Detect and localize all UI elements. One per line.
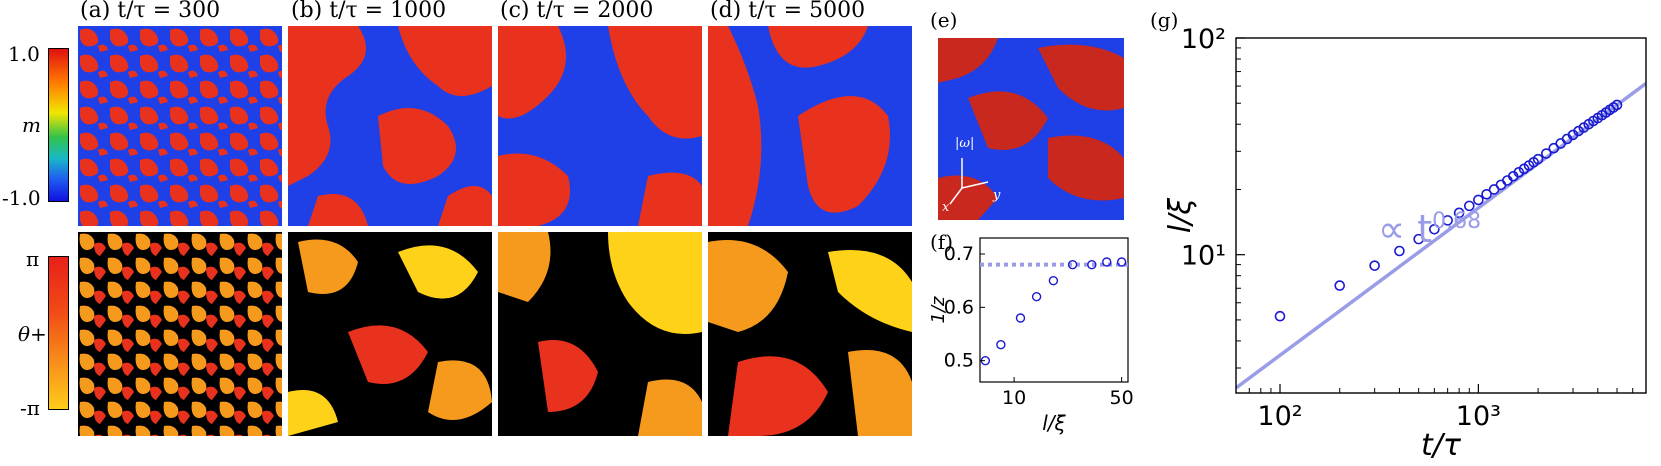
chart-f-point [1031, 291, 1042, 302]
chart-g-point [1611, 99, 1623, 111]
colorbar-theta-label: θ+ [18, 322, 47, 346]
chart-g-point [1495, 179, 1507, 191]
chart-f-ytick-label: 0.7 [944, 243, 974, 265]
chart-g-ytick-label: 10² [1181, 24, 1226, 55]
colorbar-m-max: 1.0 [8, 42, 40, 66]
chart-g-ytick-label: 10¹ [1181, 241, 1226, 272]
chart-f-xtick-label: 50 [1110, 387, 1134, 409]
chart-g-point [1453, 207, 1465, 219]
colorbar-theta-max: π [26, 247, 40, 271]
panel-label-a: (a) t/τ = 300 [80, 0, 221, 23]
domain-map-m-a [78, 26, 282, 226]
chart-g-point [1540, 148, 1552, 159]
domain-map-m-a-pattern [78, 26, 282, 226]
colorbar-theta-min: -π [20, 396, 40, 420]
panel-label-e: (e) [930, 8, 958, 32]
panel-label-c: (c) t/τ = 2000 [500, 0, 654, 23]
chart-g-fit-label: ∝ t0.68 [1378, 207, 1481, 251]
chart-g-point [1429, 223, 1440, 235]
colorbar-m-label: m [22, 113, 41, 137]
chart-g-point [1481, 188, 1492, 200]
chart-f-ytick-label: 0.5 [944, 350, 974, 372]
panel-label-d: (d) t/τ = 5000 [710, 0, 866, 23]
chart-f-xlabel: l/ξ [1042, 411, 1066, 435]
chart-f-frame [979, 237, 1129, 383]
phase-map-b-pattern [288, 239, 492, 436]
chart-f-point [1102, 257, 1112, 267]
colorbar-m-min: -1.0 [2, 186, 41, 210]
chart-g-xtick-label: 10² [1257, 401, 1302, 432]
chart-g: 10² 10³ 10¹ 10² ∝ t0.68 t/τ l/ξ [1163, 24, 1647, 463]
chart-g-ylabel: l/ξ [1163, 198, 1198, 233]
panel-label-b: (b) t/τ = 1000 [291, 0, 447, 23]
chart-g-point [1442, 215, 1453, 226]
chart-g-point [1394, 245, 1405, 257]
chart-f-point [1087, 259, 1097, 270]
phase-map-a [78, 232, 282, 436]
panel-e-surface [938, 38, 1124, 220]
domain-map-m-d-pattern [708, 26, 890, 226]
chart-g-point [1573, 125, 1584, 137]
domain-map-m-b [288, 26, 492, 226]
panel-label-g: (g) [1150, 8, 1179, 32]
chart-g-point [1274, 310, 1286, 322]
chart-f-xtick-label: 10 [1002, 387, 1026, 409]
chart-g-point [1513, 167, 1525, 178]
chart-g-point [1532, 153, 1544, 165]
chart-f-point [996, 339, 1006, 350]
chart-g-fit-exponent: 0.68 [1432, 209, 1481, 234]
panel-e-axis-y: y [993, 188, 1001, 203]
chart-g-fit-line [1236, 82, 1646, 390]
chart-g-frame [1235, 37, 1647, 394]
chart-g-xlabel: t/τ [1421, 428, 1462, 463]
chart-g-point [1548, 142, 1560, 154]
chart-g-point [1413, 233, 1424, 245]
phase-map-c [498, 232, 702, 436]
chart-g-point [1463, 200, 1475, 212]
chart-g-xtick-label: 10³ [1456, 401, 1501, 432]
phase-map-b [288, 232, 492, 436]
colorbar-m [48, 48, 69, 202]
chart-g-point [1473, 194, 1484, 206]
chart-f-ylabel: 1/z [930, 296, 949, 324]
phase-map-d-pattern [708, 240, 912, 436]
colorbar-theta [48, 256, 69, 410]
phase-map-d [708, 232, 912, 436]
panel-e-surface-pattern [938, 38, 1124, 220]
chart-f-ytick-label: 0.6 [944, 296, 974, 318]
panel-label-f: (f) [930, 230, 954, 254]
chart-f-point [1067, 259, 1078, 270]
chart-f: 10 50 0.5 0.6 0.7 l/ξ 1/z [930, 237, 1134, 435]
panel-e-axis-omega: |ω| [955, 136, 975, 151]
domain-map-m-c-pattern [498, 26, 702, 226]
domain-map-m-d [708, 26, 912, 226]
chart-f-point [1116, 257, 1127, 267]
chart-g-point [1369, 260, 1380, 271]
chart-f-point [1048, 275, 1059, 286]
domain-map-m-b-pattern [288, 26, 492, 226]
phase-map-a-pattern [78, 232, 282, 436]
panel-e-axis-x: x [942, 200, 950, 215]
chart-g-point [1334, 280, 1346, 291]
domain-map-m-c [498, 26, 702, 226]
chart-f-point [1015, 313, 1026, 323]
phase-map-c-pattern [498, 232, 702, 436]
